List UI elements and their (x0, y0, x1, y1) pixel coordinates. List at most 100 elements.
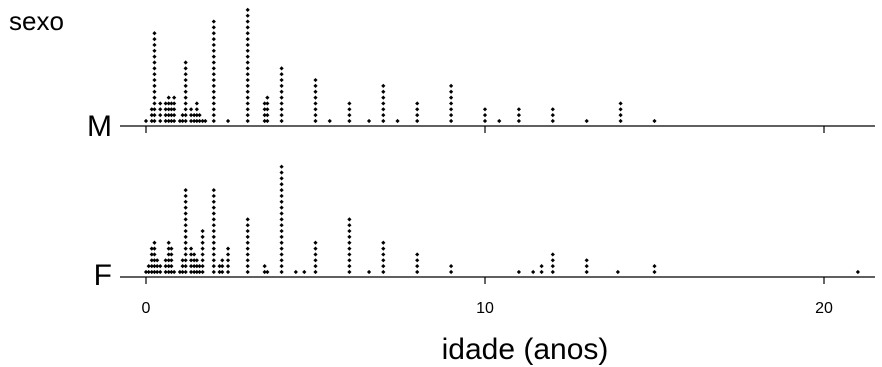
data-dot (211, 269, 216, 275)
data-dot (183, 228, 188, 234)
data-dot (550, 252, 555, 257)
data-dot (200, 246, 205, 251)
data-dot (194, 101, 199, 106)
data-dot (293, 269, 298, 275)
data-dot (211, 264, 216, 269)
data-dot (149, 118, 154, 124)
tick-marks-m (145, 126, 825, 133)
data-dot (395, 118, 400, 124)
data-dot (347, 101, 352, 106)
data-dot (169, 258, 174, 263)
data-dot (482, 118, 488, 124)
data-dot (449, 101, 454, 106)
data-dot (166, 113, 171, 118)
data-dot (183, 264, 188, 269)
data-dot (279, 66, 284, 71)
data-dot (516, 107, 521, 112)
data-dot (347, 113, 352, 118)
data-dot (245, 89, 250, 94)
data-dot (550, 258, 555, 263)
data-dot (180, 258, 185, 263)
data-dot (245, 60, 250, 65)
data-dot (279, 188, 284, 193)
data-dot (183, 72, 188, 77)
data-dot (149, 246, 154, 251)
data-dot (188, 264, 194, 269)
data-dot (225, 118, 231, 124)
data-dot (211, 31, 216, 36)
data-dot (245, 77, 250, 83)
data-dot (197, 264, 202, 269)
data-dot (347, 269, 352, 275)
data-dot (172, 101, 177, 106)
data-dot (449, 269, 454, 275)
data-dot (245, 118, 250, 124)
data-dot (347, 234, 352, 239)
data-dot (262, 107, 267, 112)
data-dot (279, 199, 284, 204)
data-dot (313, 95, 318, 100)
data-dot (200, 258, 205, 263)
data-dot (152, 258, 157, 263)
x-tick-label: 20 (815, 300, 833, 317)
data-dot (245, 234, 250, 239)
data-dot (183, 205, 188, 210)
data-dot (211, 205, 216, 210)
data-dot (615, 269, 620, 275)
data-dot (152, 107, 157, 112)
data-dot (158, 118, 163, 124)
data-dot (262, 101, 267, 106)
data-dot (158, 107, 163, 112)
data-dot (265, 269, 270, 275)
data-dot (188, 246, 194, 251)
data-dot (192, 113, 197, 118)
data-dot (172, 113, 177, 118)
data-dot (166, 264, 171, 269)
group-label-m: M (87, 110, 112, 143)
data-dot (381, 101, 386, 106)
data-dot (211, 211, 216, 216)
data-dot (279, 264, 284, 269)
data-dot (245, 7, 250, 12)
data-dot (183, 193, 188, 199)
data-dot (279, 182, 284, 187)
data-dot (152, 37, 157, 42)
data-dot (183, 269, 188, 275)
data-dot (279, 269, 284, 275)
data-dot (245, 95, 250, 100)
series-f (143, 164, 860, 275)
data-dot (152, 240, 157, 245)
data-dot (245, 37, 250, 42)
data-dot (415, 258, 420, 263)
data-dot (143, 269, 149, 275)
data-dot (652, 264, 657, 269)
data-dot (313, 240, 318, 245)
data-dot (347, 252, 352, 257)
data-dot (279, 205, 284, 210)
data-dot (169, 118, 174, 124)
data-dot (211, 66, 216, 71)
data-dot (381, 118, 386, 124)
data-dot (183, 258, 188, 263)
data-dot (245, 83, 250, 88)
data-dot (146, 264, 151, 269)
data-dot (415, 118, 420, 124)
data-dot (172, 118, 177, 124)
data-dot (158, 101, 163, 106)
data-dot (152, 77, 157, 83)
data-dot (584, 118, 589, 124)
data-dot (516, 269, 521, 275)
data-dot (180, 118, 185, 124)
data-dot (550, 113, 555, 118)
data-dot (152, 48, 157, 53)
data-dot (166, 101, 171, 106)
data-dot (347, 228, 352, 234)
data-dot (183, 66, 188, 71)
data-dot (188, 107, 194, 112)
data-dot (262, 269, 267, 275)
data-dot (415, 252, 420, 257)
data-dot (449, 89, 454, 94)
data-dot (183, 118, 188, 124)
data-dot (584, 258, 589, 263)
data-dot (183, 77, 188, 83)
